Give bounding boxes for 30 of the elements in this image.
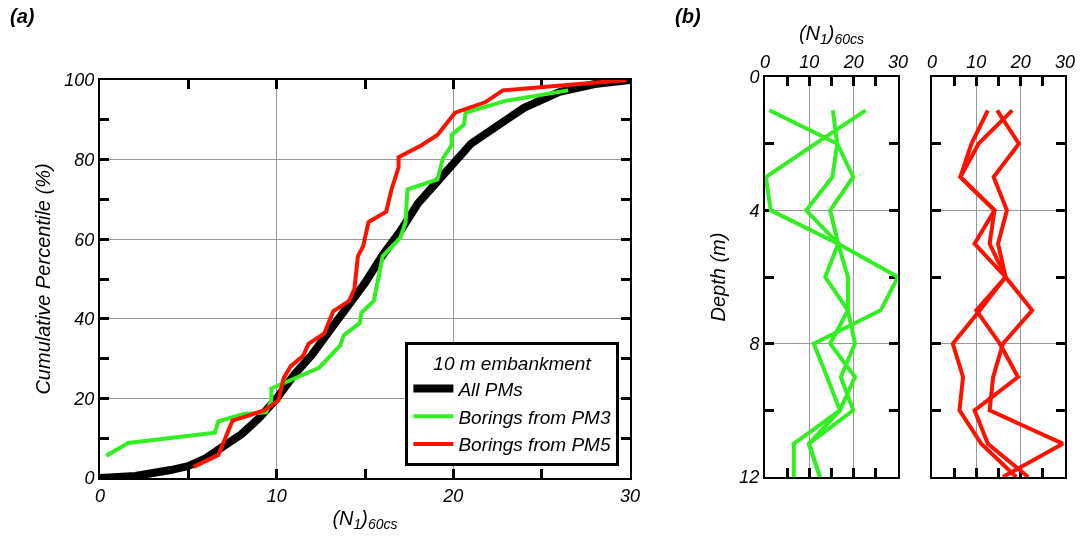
x-tick-label: 10 xyxy=(966,51,987,72)
x-tick-label: 20 xyxy=(442,485,464,506)
legend-label: All PMs xyxy=(457,379,524,401)
y-axis-title: Depth (m) xyxy=(707,232,730,322)
x-axis-title: (N$_{1}$)$_{60cs}$ xyxy=(798,21,865,47)
y-tick-label: 80 xyxy=(74,149,95,170)
y-tick-label: 20 xyxy=(73,388,95,409)
x-tick-label: 30 xyxy=(619,485,641,506)
x-tick-label: 10 xyxy=(799,51,820,72)
y-tick-label: 60 xyxy=(74,229,95,250)
y-tick-label: 0 xyxy=(84,468,95,489)
x-tick-label: 20 xyxy=(1009,51,1031,72)
x-tick-label: 0 xyxy=(926,51,938,72)
y-tick-label: 100 xyxy=(64,70,95,91)
y-tick-label: 0 xyxy=(749,67,760,88)
y-tick-label: 40 xyxy=(74,309,95,330)
legend-label: Borings from PM3 xyxy=(458,406,611,428)
x-tick-label: 30 xyxy=(1054,51,1076,72)
y-tick-label: 4 xyxy=(749,200,760,221)
x-tick-label: 30 xyxy=(887,51,909,72)
x-tick-label: 10 xyxy=(266,485,287,506)
y-axis-title: Cumulative Percentile (%) xyxy=(32,163,55,395)
x-tick-label: 20 xyxy=(842,51,864,72)
text: (b) xyxy=(675,5,701,27)
text: (a) xyxy=(10,5,35,27)
y-tick-label: 8 xyxy=(749,333,760,354)
legend-label: Borings from PM5 xyxy=(458,434,611,456)
x-axis-title: (N$_{1}$)$_{60cs}$ xyxy=(332,506,398,532)
y-tick-label: 12 xyxy=(739,467,760,488)
legend-title: 10 m embankment xyxy=(433,352,592,374)
